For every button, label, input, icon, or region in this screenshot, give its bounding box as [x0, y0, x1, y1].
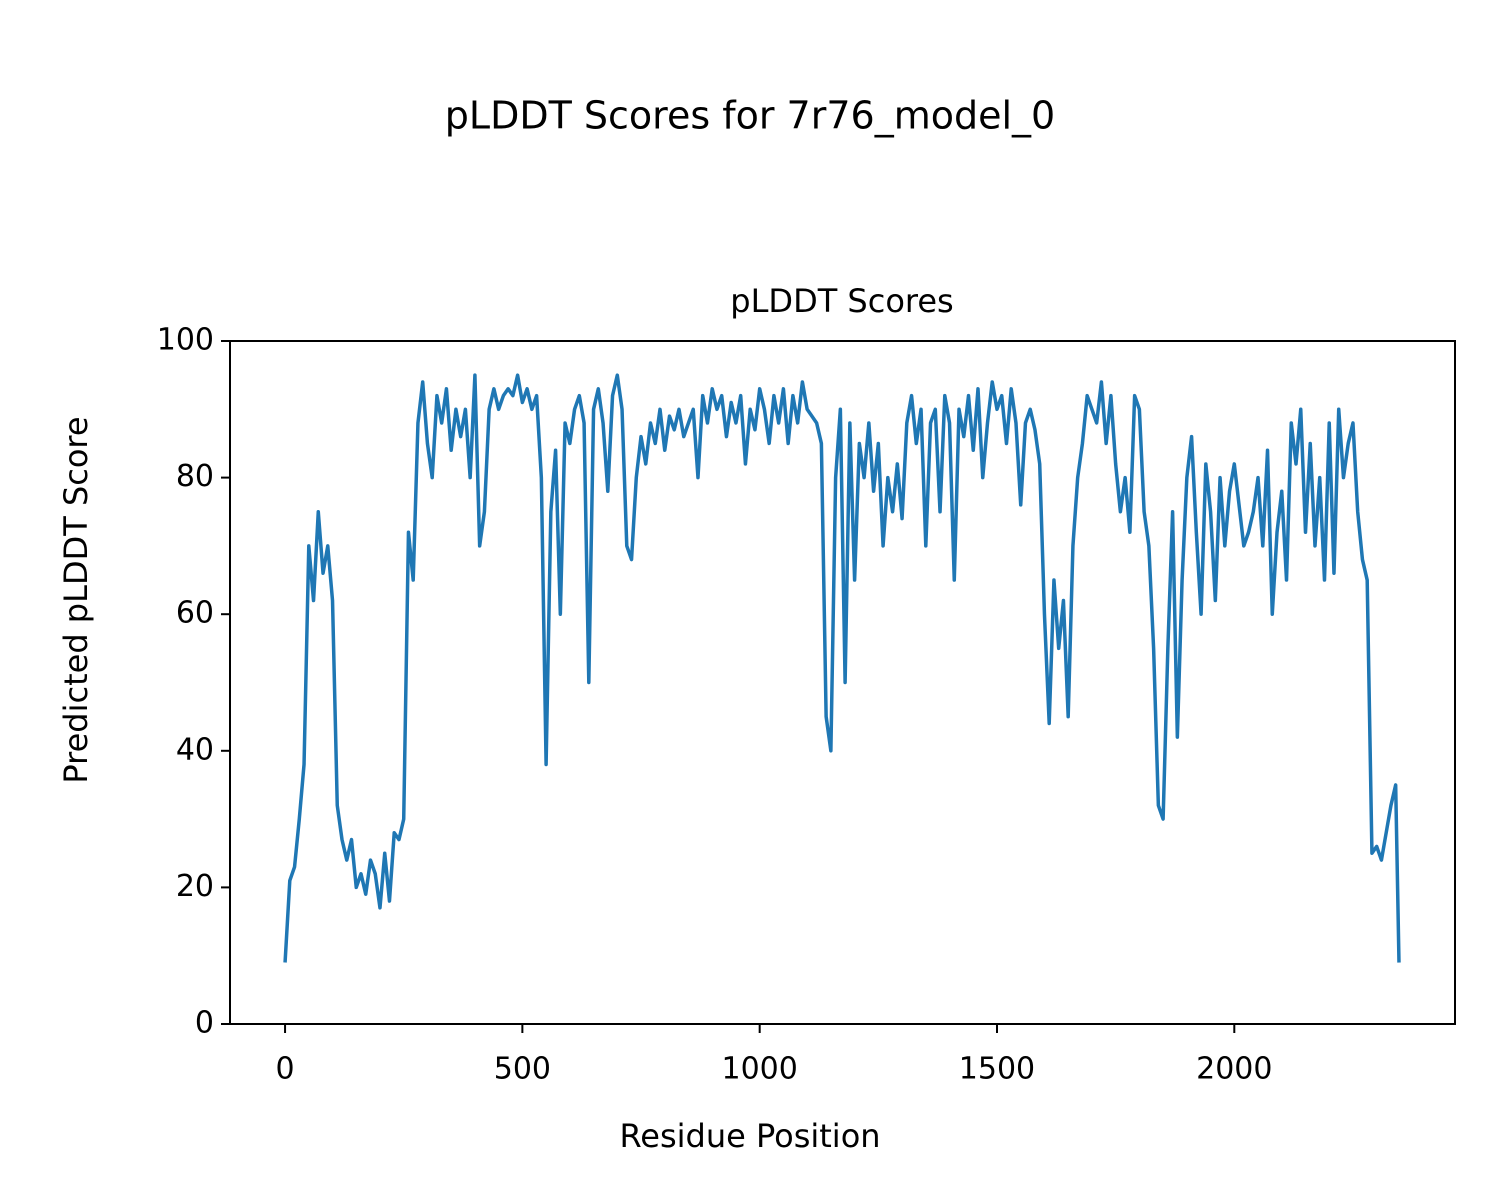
plot-frame	[229, 340, 1456, 1025]
y-tick-label: 100	[157, 323, 214, 358]
data-line	[283, 373, 1401, 963]
axes-title: pLDDT Scores	[730, 282, 953, 320]
x-tick-label: 1500	[959, 1052, 1035, 1087]
x-tick-label: 0	[276, 1052, 295, 1087]
y-axis-label: Predicted pLDDT Score	[57, 416, 95, 783]
y-tick-label: 60	[176, 596, 214, 631]
chart-title: pLDDT Scores for 7r76_model_0	[445, 94, 1055, 138]
x-tick-label: 2000	[1196, 1052, 1272, 1087]
y-tick-label: 0	[195, 1006, 214, 1041]
y-tick-label: 20	[176, 869, 214, 904]
x-tick-label: 1000	[721, 1052, 797, 1087]
y-tick-label: 80	[176, 459, 214, 494]
y-tick-label: 40	[176, 732, 214, 767]
x-tick-label: 500	[494, 1052, 551, 1087]
x-axis-label: Residue Position	[619, 1117, 880, 1155]
